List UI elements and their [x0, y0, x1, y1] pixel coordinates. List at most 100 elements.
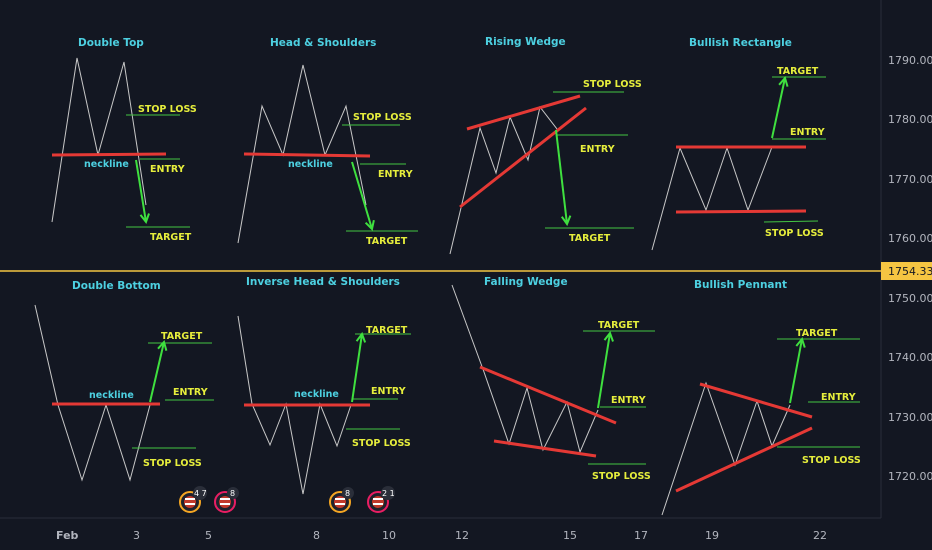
price-path: [651, 146, 773, 251]
current-price-label: 1754.33: [888, 265, 932, 278]
y-tick-label: 1740.00: [888, 351, 932, 364]
arrow-shaft: [771, 77, 786, 139]
target-label: TARGET: [569, 233, 611, 244]
y-tick-label: 1760.00: [888, 232, 932, 245]
pattern-title: Double Bottom: [72, 280, 161, 292]
entry-label: ENTRY: [821, 392, 856, 403]
target-label: TARGET: [598, 320, 640, 331]
arrow-head: [795, 336, 806, 348]
entry-label: ENTRY: [150, 164, 185, 175]
y-tick-label: 1730.00: [888, 411, 932, 424]
target-label: TARGET: [796, 328, 838, 339]
level-line: [459, 106, 587, 209]
arrow-shaft: [149, 341, 165, 403]
y-tick-label: 1770.00: [888, 173, 932, 186]
us-event-badge[interactable]: 2 1: [367, 486, 395, 513]
level-line: [675, 209, 807, 214]
x-tick-label: 17: [634, 529, 648, 542]
stop-loss-label: STOP LOSS: [353, 112, 412, 123]
stop-loss-label: STOP LOSS: [138, 104, 197, 115]
guide-line: [763, 220, 819, 223]
x-tick-label: 3: [133, 529, 140, 542]
arrow-head: [355, 331, 367, 343]
arrow-head: [139, 213, 150, 225]
stop-loss-label: STOP LOSS: [802, 455, 861, 466]
stop-loss-label: STOP LOSS: [352, 438, 411, 449]
x-tick-label: Feb: [56, 529, 79, 542]
target-label: TARGET: [161, 331, 203, 342]
entry-label: ENTRY: [580, 144, 615, 155]
event-count: 8: [345, 489, 350, 498]
pattern-title: Bullish Pennant: [694, 279, 787, 291]
arrow-shaft: [135, 159, 147, 223]
arrow-shaft: [597, 332, 611, 409]
price-path: [237, 315, 352, 495]
us-event-badge[interactable]: 4 7: [179, 486, 207, 513]
level-line: [493, 439, 597, 458]
entry-label: ENTRY: [790, 127, 825, 138]
stop-loss-label: STOP LOSS: [143, 458, 202, 469]
x-tick-label: 12: [455, 529, 469, 542]
entry-label: ENTRY: [378, 169, 413, 180]
arrow-head: [603, 330, 614, 342]
pattern-title: Double Top: [78, 37, 144, 49]
arrow-head: [560, 215, 572, 227]
neckline-label: neckline: [89, 390, 134, 401]
x-tick-label: 19: [705, 529, 719, 542]
pattern-title: Falling Wedge: [484, 276, 568, 288]
level-line: [466, 94, 581, 131]
x-tick-label: 5: [205, 529, 212, 542]
arrow-head: [157, 339, 168, 351]
us-event-badge[interactable]: 8: [329, 487, 354, 513]
pattern-title: Rising Wedge: [485, 36, 566, 48]
us-event-badge[interactable]: 8: [214, 487, 239, 513]
level-line: [699, 382, 813, 419]
x-tick-label: 10: [382, 529, 396, 542]
y-tick-label: 1780.00: [888, 113, 932, 126]
event-count: 8: [230, 489, 235, 498]
arrow-head: [778, 75, 789, 87]
y-tick-label: 1790.00: [888, 54, 932, 67]
price-path: [451, 284, 599, 454]
level-line: [51, 152, 167, 157]
level-line: [675, 426, 813, 493]
arrow-layer: [135, 75, 806, 409]
stop-loss-label: STOP LOSS: [765, 228, 824, 239]
y-tick-label: 1720.00: [888, 470, 932, 483]
price-path: [34, 304, 151, 482]
target-label: TARGET: [366, 236, 408, 247]
stop-loss-label: STOP LOSS: [583, 79, 642, 90]
arrow-shaft: [789, 338, 803, 404]
x-tick-label: 8: [313, 529, 320, 542]
price-path: [661, 381, 791, 516]
entry-label: ENTRY: [173, 387, 208, 398]
event-count: 4 7: [194, 489, 207, 498]
x-tick-label: 22: [813, 529, 827, 542]
neckline-label: neckline: [84, 159, 129, 170]
target-label: TARGET: [366, 325, 408, 336]
target-label: TARGET: [777, 66, 819, 77]
pattern-title: Bullish Rectangle: [689, 37, 792, 49]
price-path: [237, 64, 367, 244]
arrow-head: [364, 219, 375, 231]
level-layer: [51, 76, 860, 493]
pattern-title: Inverse Head & Shoulders: [246, 276, 400, 288]
level-line: [479, 365, 617, 425]
arrow-shaft: [351, 333, 363, 403]
level-line: [243, 152, 371, 158]
entry-label: ENTRY: [611, 395, 646, 406]
arrow-shaft: [351, 161, 373, 230]
neckline-label: neckline: [294, 389, 339, 400]
target-label: TARGET: [150, 232, 192, 243]
entry-label: ENTRY: [371, 386, 406, 397]
neckline-label: neckline: [288, 159, 333, 170]
arrow-shaft: [555, 129, 568, 225]
event-count: 2 1: [382, 489, 395, 498]
y-tick-label: 1750.00: [888, 292, 932, 305]
current-price-tag: [881, 262, 932, 280]
pattern-title: Head & Shoulders: [270, 37, 376, 49]
x-tick-label: 15: [563, 529, 577, 542]
stop-loss-label: STOP LOSS: [592, 471, 651, 482]
